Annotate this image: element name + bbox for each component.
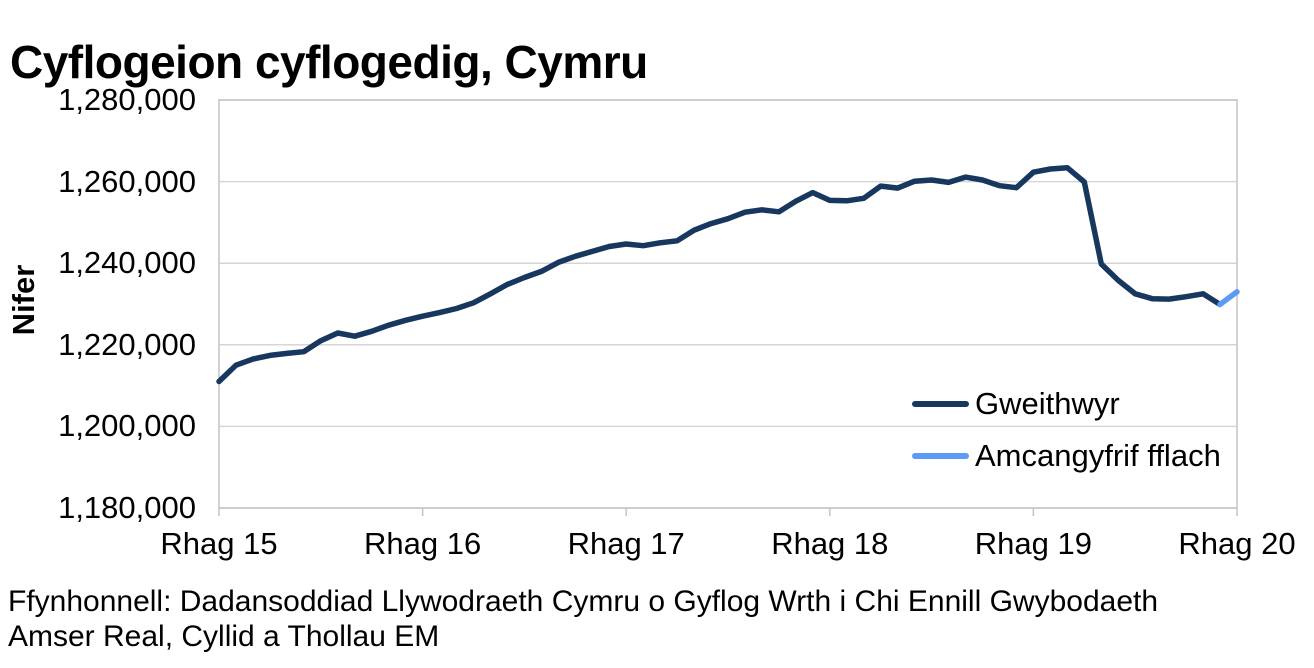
x-tick-label: Rhag 15 [160,526,278,561]
y-tick-label: 1,200,000 [58,408,196,444]
x-tick-label: Rhag 18 [771,526,889,561]
x-tick-label: Rhag 16 [363,526,482,561]
source-line-1: Ffynhonnell: Dadansoddiad Llywodraeth Cy… [8,585,1159,618]
chart-legend: Gweithwyr Amcangyfrif fflach [912,385,1221,489]
y-tick-label: 1,220,000 [58,326,196,362]
legend-item-gweithwyr: Gweithwyr [912,385,1221,422]
x-tick-label: Rhag 20 [1178,526,1296,561]
x-tick-label: Rhag 17 [567,526,685,561]
source-note: Ffynhonnell: Dadansoddiad Llywodraeth Cy… [8,584,1308,654]
legend-item-amcangyfrif-fflach: Amcangyfrif fflach [912,437,1221,474]
y-tick-label: 1,180,000 [58,490,196,525]
y-tick-label: 1,280,000 [58,82,196,117]
legend-label-gweithwyr: Gweithwyr [975,385,1120,421]
y-tick-label: 1,260,000 [58,163,196,199]
legend-label-amcangyfrif-fflach: Amcangyfrif fflach [975,437,1221,473]
source-line-2: Amser Real, Cyllid a Thollau EM [8,620,440,653]
legend-line-swatch-amcangyfrif-fflach [912,452,969,459]
y-tick-label: 1,240,000 [58,245,196,281]
chart-title: Cyflogeion cyflogedig, Cymru [10,35,648,88]
series-line-amcangyfrif-fflach [1217,289,1240,308]
series-line-gweithwyr [216,164,1223,385]
plot-border [218,99,1238,509]
x-tick-label: Rhag 19 [974,526,1092,561]
legend-line-swatch-gweithwyr [912,400,969,407]
